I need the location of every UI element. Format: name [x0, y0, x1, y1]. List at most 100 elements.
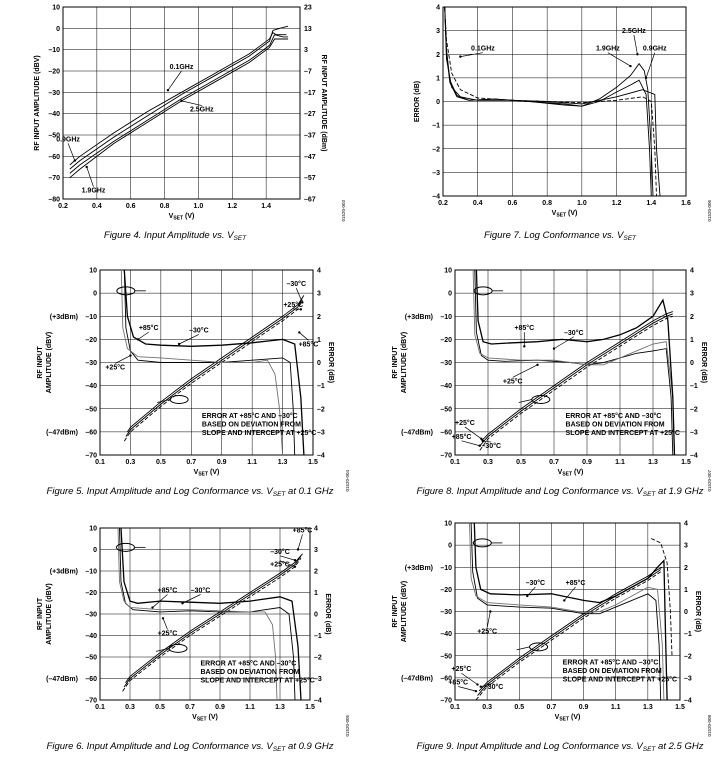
annotation-label: 0.9GHz: [643, 46, 667, 53]
annotation-arrowhead: [180, 99, 183, 103]
y-tick-label: –20: [440, 337, 452, 344]
annotation-arrow: [181, 100, 202, 106]
y-tick-label: –50: [48, 133, 60, 140]
y-tick-label: –30: [440, 360, 452, 367]
annotation-label: +85°C: [293, 526, 313, 534]
y2-tick-label: 4: [684, 521, 688, 528]
y2-axis-label: ERROR (dB): [327, 342, 334, 383]
annotation-arrow: [460, 52, 483, 57]
y-tick-label: –10: [440, 565, 452, 572]
y-tick-label: –70: [48, 175, 60, 182]
y2-tick-label: 3: [317, 291, 321, 298]
y-tick-label: –70: [440, 698, 452, 705]
y-tick-label: –3: [432, 170, 440, 177]
figure-code: 01520-004: [345, 470, 350, 492]
y2-tick-label: –17: [304, 90, 316, 97]
y-tick-label: –50: [440, 406, 452, 413]
series-line: [123, 299, 303, 442]
x-axis-label: VSET (V): [555, 714, 581, 723]
annotation-arrowhead: [481, 439, 485, 443]
y-tick-label: 0: [93, 291, 97, 298]
annotation-arrow: [607, 52, 631, 67]
x-tick-label: 1.5: [305, 704, 315, 711]
x-tick-label: 0.5: [514, 704, 524, 711]
y2-tick-label: 3: [690, 291, 694, 298]
y-tick-label: –30: [85, 360, 97, 367]
series-line: [473, 522, 668, 701]
x-tick-label: 1.5: [681, 459, 691, 466]
y2-tick-label: 1: [317, 337, 321, 344]
y2-tick-label: –67: [304, 197, 316, 204]
chart-fig7: 0.2 0.4 0.6 0.8 1.0 1.2 1.4 1.6 4 3 2 1 0 –1 –2 –3 –4 VSE…: [414, 5, 712, 243]
y2-tick-label: –4: [684, 698, 692, 705]
y2-tick-label: 0: [690, 360, 694, 367]
annotation-label: –30°C: [482, 442, 502, 450]
x-tick-label: 1.3: [275, 704, 285, 711]
series-line: [69, 34, 289, 174]
series-line: [69, 25, 289, 170]
annotation-arrowhead: [151, 606, 154, 609]
annotation-arrowhead: [299, 308, 303, 311]
y-mark-label: (–47dBm): [46, 429, 78, 436]
annotation-arrowhead: [474, 689, 478, 693]
annotation-arrowhead: [480, 437, 483, 441]
annotation-arrow: [178, 334, 200, 345]
y-tick-label: 0: [56, 26, 60, 33]
x-tick-label: 0.3: [125, 704, 135, 711]
note-line: ERROR AT +85°C AND –30°C: [201, 660, 297, 668]
annotation-arrowhead: [476, 683, 479, 686]
y2-tick-label: –47: [304, 154, 316, 161]
y-tick-label: 0: [93, 547, 97, 554]
annotation-arrow: [464, 426, 482, 440]
x-tick-label: 1.4: [646, 200, 656, 207]
y-mark-label: (–47dBm): [46, 676, 78, 683]
annotation-label: 1.9GHz: [596, 46, 620, 53]
annotation-label: 2.5GHz: [190, 107, 214, 114]
annotation-label: –30°C: [189, 326, 209, 334]
figure-caption: Figure 9. Input Amplitude and Log Confor…: [417, 741, 704, 753]
y2-tick-label: 1: [690, 337, 694, 344]
y2-tick-label: –27: [304, 111, 316, 118]
annotation-label: +85°C: [158, 587, 178, 595]
series-line: [481, 311, 673, 442]
annotation-arrowhead: [73, 159, 77, 162]
series-line: [479, 315, 673, 451]
y-tick-label: –40: [48, 111, 60, 118]
figure-code: 01520-005: [345, 715, 350, 737]
note-line: BASED ON DEVIATION FROM: [563, 668, 662, 675]
x-tick-label: 0.8: [160, 203, 170, 210]
x-tick-label: 0.1: [450, 459, 460, 466]
annotation-label: +85°C: [299, 340, 319, 348]
annotation-label: +85°C: [566, 579, 586, 587]
y-tick-label: –50: [440, 653, 452, 660]
x-tick-label: 0.4: [92, 203, 102, 210]
x-tick-label: 1.2: [612, 200, 622, 207]
annotation-arrow: [182, 594, 201, 604]
y2-tick-label: 23: [304, 5, 312, 12]
series-line: [123, 269, 305, 456]
note-line: ERROR AT +85°C AND –30°C: [566, 412, 662, 420]
annotation-arrowhead: [293, 559, 297, 562]
note-line: BASED ON DEVIATION FROM: [201, 669, 300, 676]
annotation-label: 2.5GHz: [622, 28, 646, 35]
y-tick-label: 2: [436, 52, 440, 59]
annotation-arrow: [458, 686, 476, 692]
y2-tick-label: 2: [690, 314, 694, 321]
series-line: [472, 269, 675, 456]
y-tick-label: –10: [85, 314, 97, 321]
series-line: [123, 555, 302, 688]
x-tick-label: 1.0: [577, 200, 587, 207]
annotation-label: +25°C: [503, 377, 523, 385]
x-tick-label: 1.3: [648, 459, 658, 466]
y2-axis-label: ERROR (dB): [324, 593, 331, 634]
y2-tick-label: 2: [317, 314, 321, 321]
y2-tick-label: –4: [314, 698, 322, 705]
y-tick-label: –80: [48, 197, 60, 204]
y-tick-label: 10: [89, 268, 97, 275]
y-tick-label: –20: [440, 587, 452, 594]
y-tick-label: 1: [436, 75, 440, 82]
annotation-label: +85°C: [514, 324, 534, 332]
y-tick-label: –2: [432, 146, 440, 153]
annotation-arrow: [115, 355, 131, 364]
x-tick-label: 0.5: [516, 459, 526, 466]
